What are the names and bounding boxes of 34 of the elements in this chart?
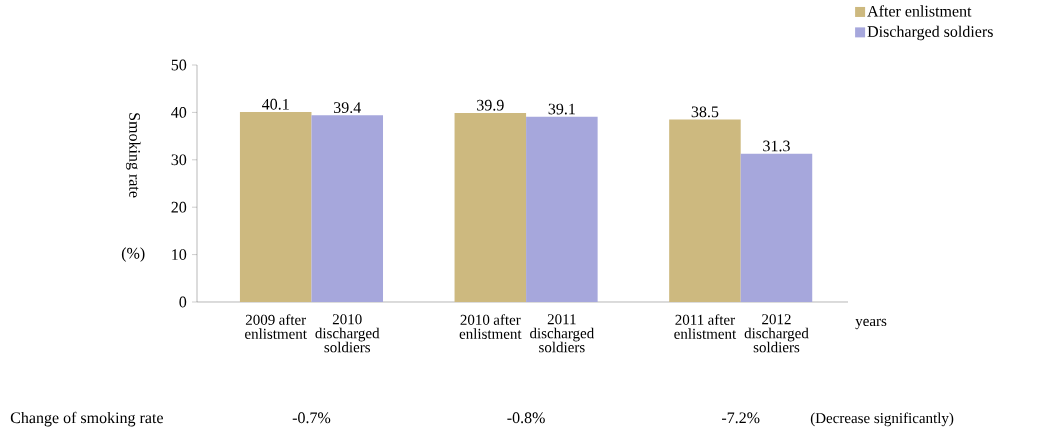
text: (%) (121, 247, 145, 262)
bar (740, 153, 813, 302)
y-tick-label: 50 (171, 59, 187, 71)
data-label: 40.1 (262, 98, 289, 110)
x-tick-label: 2010 after enlistment (459, 314, 522, 339)
text: -0.8% (507, 412, 545, 424)
text: Change of smoking rate (10, 411, 163, 427)
bar (526, 116, 598, 302)
bar (311, 115, 384, 302)
x-axis-title: years (855, 318, 887, 330)
bar (454, 112, 527, 302)
data-label: 39.1 (548, 103, 575, 115)
x-tick-label: 2011 discharged soldiers (530, 314, 595, 353)
legend-label: After enlistment (867, 5, 972, 17)
bar (669, 119, 741, 302)
x-tick-label: 2012 discharged soldiers (744, 314, 809, 353)
y-tick-label: 20 (171, 201, 187, 213)
data-label: 39.9 (477, 99, 504, 111)
y-tick-label: 0 (179, 296, 187, 308)
y-tick-label: 30 (171, 154, 187, 166)
y-tick-label: 40 (171, 107, 187, 118)
y-tick-label: 10 (172, 249, 187, 260)
bar (239, 111, 312, 302)
data-label: 31.3 (763, 140, 790, 152)
x-tick-label: 2010 discharged soldiers (315, 314, 380, 353)
data-label: 39.4 (334, 102, 361, 114)
legend-label: Discharged soldiers (867, 25, 993, 41)
data-label: 38.5 (691, 106, 719, 118)
y-axis-title: Smoking rate (125, 113, 141, 198)
text: -7.2% (721, 412, 760, 424)
x-tick-label: 2009 after enlistment (245, 314, 307, 339)
text: (Decrease significantly) (810, 412, 954, 427)
x-tick-label: 2011 after enlistment (674, 314, 737, 339)
text: -0.7% (292, 412, 331, 424)
